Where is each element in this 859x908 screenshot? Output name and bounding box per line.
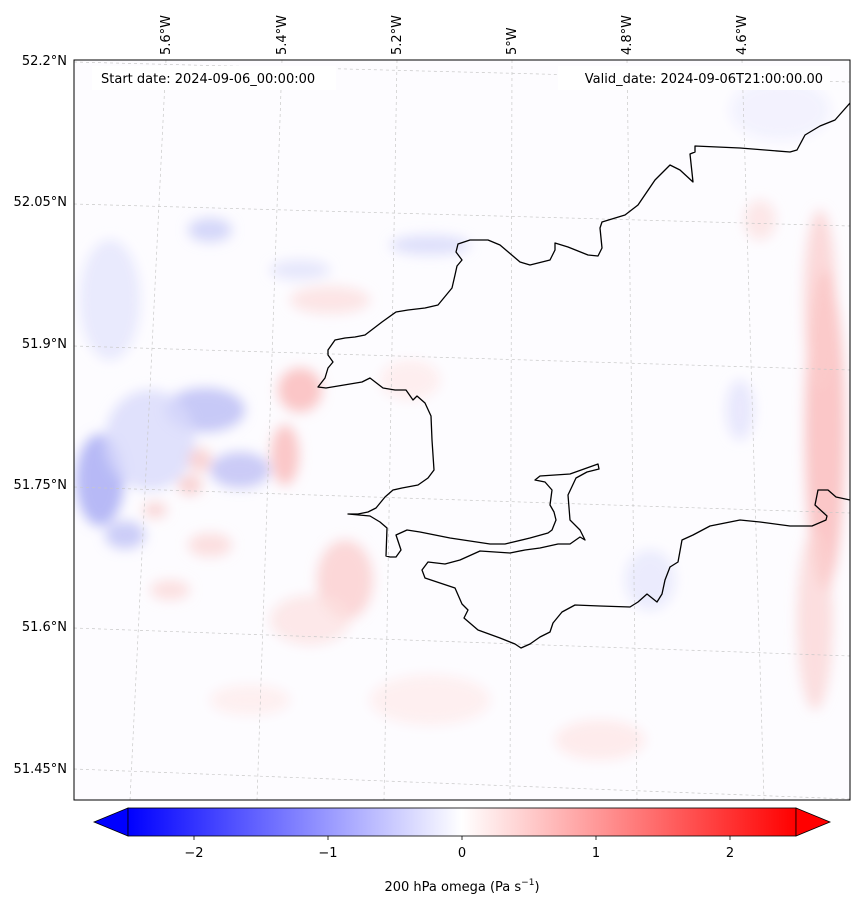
valid-date-text: Valid_date: 2024-09-06T21:00:00.00 bbox=[585, 72, 823, 87]
lon-label-5w: 5°W bbox=[505, 27, 520, 55]
colorbar-tick-label: −2 bbox=[184, 846, 203, 861]
colorbar-extend-low bbox=[92, 807, 129, 837]
lat-label-52-05n: 52.05°N bbox=[14, 195, 67, 210]
lat-label-51-9n: 51.9°N bbox=[22, 337, 67, 352]
colorbar-tick-label: 0 bbox=[458, 846, 466, 861]
lat-label-51-75n: 51.75°N bbox=[14, 478, 67, 493]
plot-frame bbox=[73, 59, 851, 801]
colorbar: −2 −1 0 1 2 200 hPa omega (Pa s−1) bbox=[92, 807, 832, 895]
plot-area bbox=[74, 60, 850, 800]
colorbar-tick-label: 2 bbox=[726, 846, 734, 861]
lat-label-52-2n: 52.2°N bbox=[22, 54, 67, 69]
longitude-labels: 5.6°W 5.4°W 5.2°W 5°W 4.8°W 4.6°W bbox=[159, 15, 750, 55]
lon-label-5-2w: 5.2°W bbox=[390, 15, 405, 55]
colorbar-extend-high bbox=[795, 807, 832, 837]
header: Start date: 2024-09-06_00:00:00 Valid_da… bbox=[92, 66, 830, 90]
lat-label-51-45n: 51.45°N bbox=[14, 762, 67, 777]
colorbar-body bbox=[127, 807, 797, 837]
lat-label-51-6n: 51.6°N bbox=[22, 620, 67, 635]
colorbar-tick-label: 1 bbox=[592, 846, 600, 861]
coastline bbox=[317, 102, 850, 649]
colorbar-title: 200 hPa omega (Pa s−1) bbox=[384, 878, 539, 895]
latitude-labels: 52.2°N 52.05°N 51.9°N 51.75°N 51.6°N 51.… bbox=[14, 54, 67, 777]
start-date-text: Start date: 2024-09-06_00:00:00 bbox=[101, 72, 315, 87]
lon-label-4-6w: 4.6°W bbox=[735, 15, 750, 55]
omega-field bbox=[76, 80, 845, 760]
lon-label-5-4w: 5.4°W bbox=[275, 15, 290, 55]
lon-label-5-6w: 5.6°W bbox=[159, 15, 174, 55]
colorbar-tick-label: −1 bbox=[318, 846, 337, 861]
lon-label-4-8w: 4.8°W bbox=[620, 15, 635, 55]
